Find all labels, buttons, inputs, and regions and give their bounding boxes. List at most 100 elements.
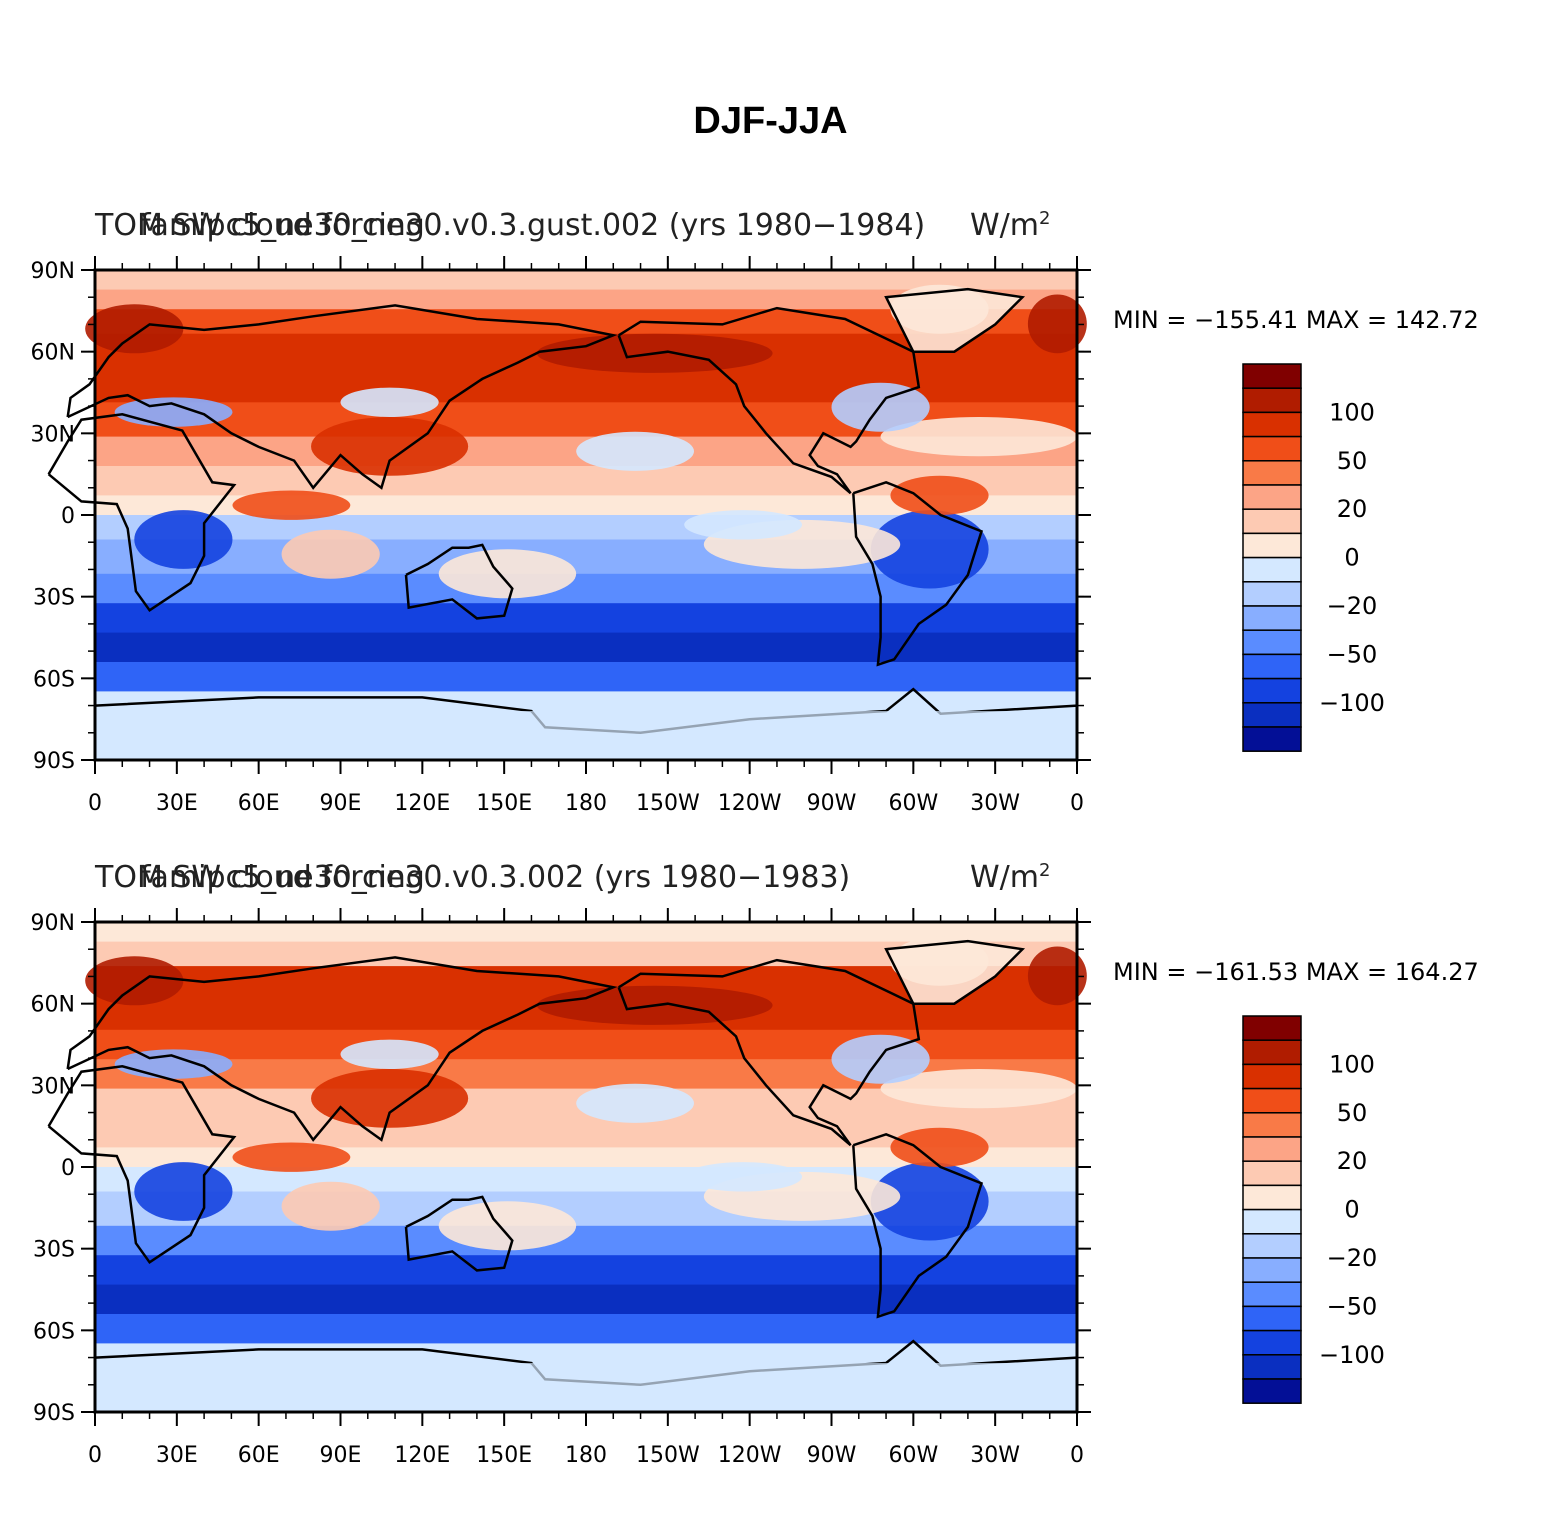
figure-title: DJF-JJA <box>693 100 848 142</box>
coastlines <box>47 939 1078 1412</box>
contour-region <box>281 1181 380 1231</box>
lon-tick-label: 0 <box>1070 791 1084 816</box>
contour-region <box>880 417 1077 457</box>
coastline <box>66 304 618 490</box>
contour-region <box>232 490 351 520</box>
colorbar: 100 50 20 0 −20 −50 −100 <box>1242 363 1385 752</box>
map-panel-1: TOM SW cloud forcing famipc5_ne30_ne30.v… <box>0 208 1541 868</box>
lon-tick-label: 30W <box>970 1443 1020 1468</box>
contour-region <box>85 956 184 1006</box>
panel-2-case-title: famipc5_ne30_ne30.v0.3.002 (yrs 1980−198… <box>140 860 851 895</box>
colorbar-swatch <box>1242 605 1302 631</box>
contour-region <box>684 510 803 540</box>
colorbar-swatch <box>1242 1329 1302 1356</box>
contour-region <box>340 387 439 417</box>
lon-tick-label: 120E <box>394 1443 450 1468</box>
colorbar-label: −50 <box>1327 1292 1378 1320</box>
colorbar-label: 100 <box>1329 398 1375 426</box>
colorbar-swatch <box>1242 1160 1302 1187</box>
lon-tick-label: 150W <box>636 791 700 816</box>
lon-tick-label: 120W <box>718 1443 782 1468</box>
colorbar-swatch <box>1242 1039 1302 1066</box>
axis-ticks: 0 30E 60E 90E 120E 150E 180 150W 120W 90W 60W 30W 09… <box>31 256 1091 816</box>
lat-tick-label: 60S <box>33 667 75 692</box>
contour-band <box>95 270 1077 291</box>
coastline <box>884 939 1026 1005</box>
lon-tick-label: 0 <box>88 1443 102 1468</box>
lon-tick-label: 180 <box>565 1443 607 1468</box>
lat-tick-label: 60N <box>31 341 75 366</box>
contour-region <box>890 475 989 515</box>
lat-tick-label: 90S <box>33 1401 75 1426</box>
colorbar-label: 50 <box>1337 1099 1368 1127</box>
coastline <box>47 1065 237 1265</box>
lon-tick-label: 90E <box>320 791 362 816</box>
contour-region <box>870 1162 989 1241</box>
lat-tick-label: 0 <box>61 504 75 529</box>
lon-tick-label: 90W <box>807 1443 857 1468</box>
contour-region <box>311 1069 469 1128</box>
coastline <box>404 543 514 620</box>
contour-region <box>576 1083 695 1123</box>
colorbar-swatch <box>1242 1305 1302 1332</box>
contour-region <box>684 1162 803 1192</box>
contour-band <box>95 1255 1077 1286</box>
contour-band <box>95 922 1077 943</box>
coastline <box>884 287 1026 353</box>
lat-tick-label: 90N <box>31 259 75 284</box>
lon-tick-label: 0 <box>1070 1443 1084 1468</box>
contour-band <box>95 1029 1077 1061</box>
colorbar-label: −100 <box>1319 689 1385 717</box>
antarctica-fill <box>95 1363 1077 1412</box>
contour-region <box>232 1142 351 1172</box>
colorbar-swatch <box>1242 484 1302 510</box>
contour-region <box>85 304 184 354</box>
colorbar-label: −100 <box>1319 1341 1385 1369</box>
lon-tick-label: 60W <box>888 791 938 816</box>
colorbar-swatch <box>1242 1233 1302 1259</box>
panel-2-units: W/m2 <box>970 860 1051 895</box>
contour-region <box>1027 294 1087 354</box>
lon-tick-label: 30E <box>156 1443 198 1468</box>
lat-tick-label: 90N <box>31 911 75 936</box>
colorbar-swatch <box>1242 508 1302 535</box>
contour-region <box>134 1162 233 1221</box>
colorbar-label: −50 <box>1327 640 1378 668</box>
colorbar-swatch <box>1242 1257 1302 1283</box>
colorbar-label: 0 <box>1344 544 1359 572</box>
colorbar-swatch <box>1242 363 1302 389</box>
colorbar-swatch <box>1242 629 1302 656</box>
colorbar-swatch <box>1242 1112 1302 1138</box>
antarctica-fill <box>95 711 1077 760</box>
colorbar-label: 20 <box>1337 1147 1368 1175</box>
contour-band <box>95 632 1077 663</box>
contour-band <box>95 289 1077 311</box>
panel-1-units: W/m2 <box>970 208 1051 243</box>
lat-tick-label: 60S <box>33 1319 75 1344</box>
lon-tick-label: 90E <box>320 1443 362 1468</box>
contour-region <box>870 510 989 589</box>
coastline <box>617 306 921 495</box>
lon-tick-label: 120W <box>718 791 782 816</box>
lon-tick-label: 180 <box>565 791 607 816</box>
lon-tick-label: 60E <box>238 791 280 816</box>
panel-1-minmax: MIN = −155.41 MAX = 142.72 <box>1113 306 1479 334</box>
contour-region <box>134 510 233 569</box>
contour-region <box>438 1201 577 1251</box>
colorbar-swatch <box>1242 1015 1302 1041</box>
colorbar-swatch <box>1242 702 1302 728</box>
colorbar-swatch <box>1242 1063 1302 1090</box>
colorbar-swatch <box>1242 1087 1302 1114</box>
colorbar-label: −20 <box>1327 1244 1378 1272</box>
colorbar-label: 50 <box>1337 447 1368 475</box>
colorbar-swatch <box>1242 1281 1302 1308</box>
colorbar-swatch <box>1242 411 1302 438</box>
contour-band <box>95 603 1077 634</box>
colorbar-swatch <box>1242 677 1302 704</box>
contour-band <box>95 1314 1077 1345</box>
lon-tick-label: 150E <box>476 791 532 816</box>
colorbar-swatch <box>1242 581 1302 607</box>
contour-region <box>890 1127 989 1167</box>
contour-region <box>281 529 380 579</box>
lon-tick-label: 150E <box>476 1443 532 1468</box>
